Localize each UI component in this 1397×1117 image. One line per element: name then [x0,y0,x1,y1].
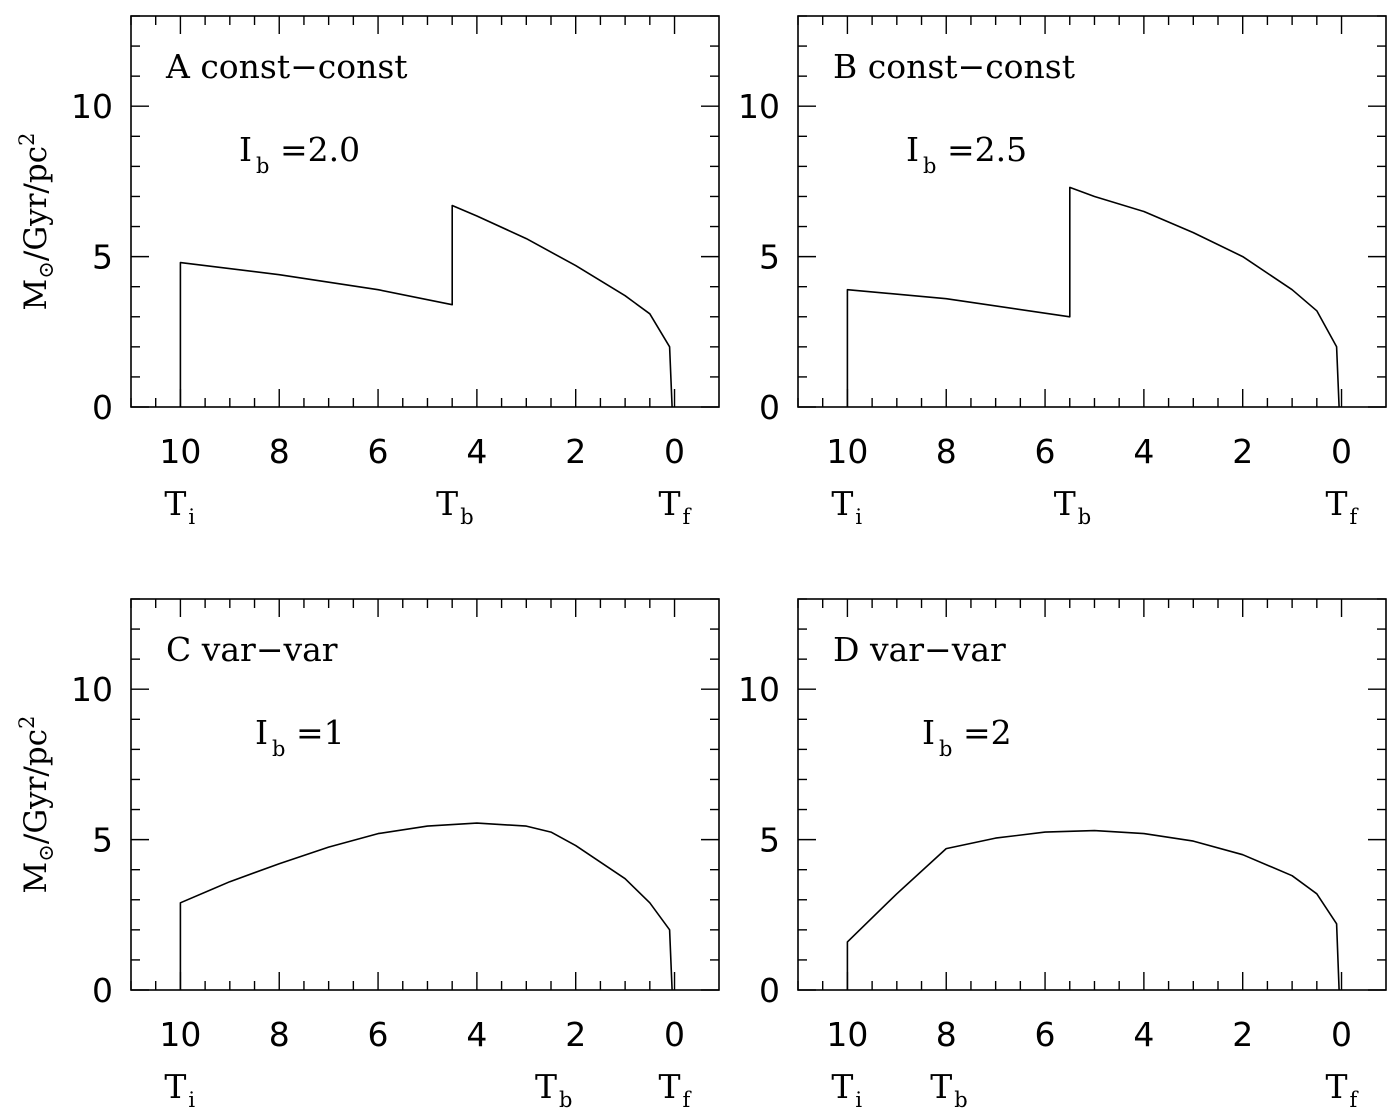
x-tick-label: 6 [368,432,389,471]
plot-frame [797,598,1387,991]
marker-label-tf: Tf [659,484,693,529]
y-axis-label: M⊙/Gyr/pc2 [15,716,58,894]
marker-label-ti: Ti [164,1067,195,1112]
marker-label-tb: Tb [535,1067,572,1112]
x-tick-label: 2 [1232,1015,1253,1054]
panel-title: C var−var [166,630,338,669]
x-tick-label: 6 [1035,432,1056,471]
x-tick-label: 8 [269,1015,290,1054]
x-tick-label: 6 [368,1015,389,1054]
x-tick-label: 8 [936,1015,957,1054]
x-tick-label: 2 [565,432,586,471]
x-tick-label: 0 [664,1015,685,1054]
x-tick-label: 10 [159,1015,201,1054]
y-tick-label: 0 [92,388,113,427]
x-tick-label: 0 [1331,1015,1352,1054]
y-tick-label: 0 [759,388,780,427]
x-tick-label: 10 [826,1015,868,1054]
panel-title: B const−const [833,47,1075,86]
y-tick-label: 10 [738,670,780,709]
y-axis-label: M⊙/Gyr/pc2 [15,133,58,311]
x-tick-label: 8 [936,432,957,471]
y-tick-label: 10 [71,87,113,126]
marker-label-tb: Tb [436,484,473,529]
marker-label-ti: Ti [164,484,195,529]
x-tick-label: 10 [826,432,868,471]
x-tick-label: 2 [565,1015,586,1054]
y-tick-label: 0 [759,971,780,1010]
marker-label-tf: Tf [1326,484,1360,529]
marker-label-tb: Tb [930,1067,967,1112]
x-tick-label: 10 [159,432,201,471]
data-series-line [179,822,673,991]
x-tick-label: 4 [466,1015,487,1054]
x-tick-label: 4 [466,432,487,471]
panel-c: 10 8 6 4 2 0 0 5 10 Ti Tb Tf C var−var I b =1 M⊙/Gyr/pc… [15,598,720,1112]
y-tick-label: 10 [738,87,780,126]
x-tick-label: 4 [1133,1015,1154,1054]
plot-frame [130,598,720,991]
panel-a: 10 8 6 4 2 0 0 5 10 Ti Tb Tf A const−const I b =2.0 M⊙/… [15,15,720,529]
marker-label-tf: Tf [1326,1067,1360,1112]
data-series-line [179,204,673,408]
y-tick-label: 10 [71,670,113,709]
panel-title: D var−var [833,630,1006,669]
y-tick-label: 5 [92,238,113,277]
plot-frame [797,15,1387,408]
panel-d: 10 8 6 4 2 0 0 5 10 Ti Tb Tf D var−var I b =2 [738,598,1387,1112]
marker-label-ti: Ti [831,1067,862,1112]
y-tick-label: 5 [759,821,780,860]
panel-title: A const−const [165,47,408,86]
y-tick-label: 0 [92,971,113,1010]
marker-label-tb: Tb [1054,484,1091,529]
marker-label-ti: Ti [831,484,862,529]
x-tick-label: 2 [1232,432,1253,471]
data-series-line [846,829,1340,991]
data-series-line [846,186,1340,408]
x-tick-label: 0 [1331,432,1352,471]
plot-frame [130,15,720,408]
panel-b: 10 8 6 4 2 0 0 5 10 Ti Tb Tf B const−const I b =2.5 [738,15,1387,529]
x-tick-label: 8 [269,432,290,471]
y-tick-label: 5 [92,821,113,860]
x-tick-label: 0 [664,432,685,471]
x-tick-label: 6 [1035,1015,1056,1054]
x-tick-label: 4 [1133,432,1154,471]
marker-label-tf: Tf [659,1067,693,1112]
y-tick-label: 5 [759,238,780,277]
